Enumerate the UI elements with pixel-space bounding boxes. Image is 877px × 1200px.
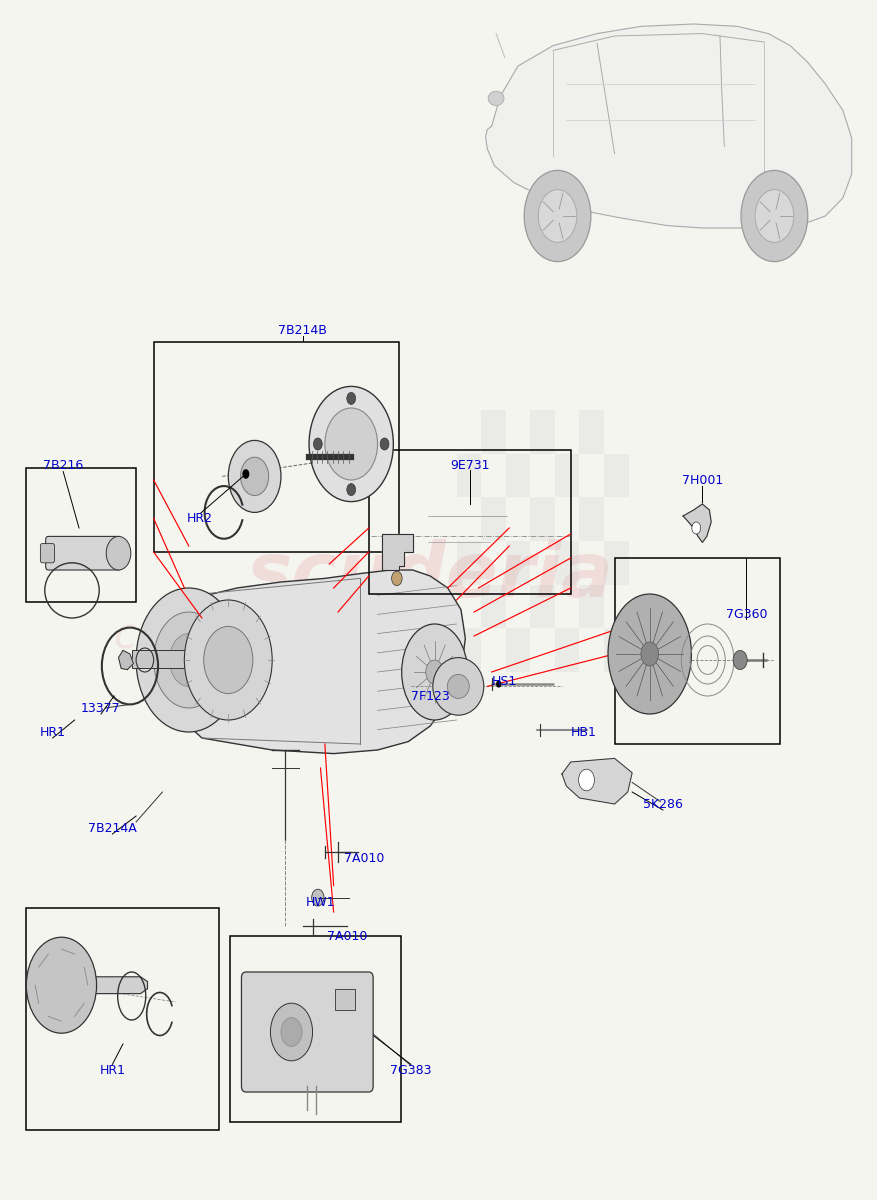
Circle shape <box>754 190 793 242</box>
Circle shape <box>106 536 131 570</box>
FancyBboxPatch shape <box>241 972 373 1092</box>
Text: 7G383: 7G383 <box>389 1064 431 1076</box>
Bar <box>530 410 554 454</box>
Bar <box>603 629 628 672</box>
Circle shape <box>391 571 402 586</box>
Bar <box>481 584 505 629</box>
Bar <box>554 629 579 672</box>
Bar <box>230 936 401 1122</box>
Bar <box>153 342 399 552</box>
Text: HW1: HW1 <box>305 896 335 908</box>
Circle shape <box>169 634 208 686</box>
Circle shape <box>270 1003 312 1061</box>
Text: 7B216: 7B216 <box>43 460 83 472</box>
Circle shape <box>740 170 807 262</box>
Bar <box>614 558 779 744</box>
Polygon shape <box>162 570 465 754</box>
Text: 7A010: 7A010 <box>326 930 367 942</box>
Bar <box>579 584 603 629</box>
FancyBboxPatch shape <box>46 536 121 570</box>
Bar <box>456 454 481 497</box>
Text: car  parts: car parts <box>114 614 313 658</box>
Circle shape <box>203 626 253 694</box>
Text: 7B214A: 7B214A <box>88 822 137 834</box>
Bar <box>530 584 554 629</box>
Text: 7H001: 7H001 <box>681 474 722 486</box>
Bar <box>505 629 530 672</box>
Text: scuderia: scuderia <box>246 539 612 613</box>
Bar <box>481 410 505 454</box>
Circle shape <box>309 386 393 502</box>
Ellipse shape <box>607 594 691 714</box>
Text: HS1: HS1 <box>492 676 517 688</box>
Bar <box>505 454 530 497</box>
Circle shape <box>136 588 241 732</box>
Bar <box>26 468 136 602</box>
FancyBboxPatch shape <box>40 544 54 563</box>
Bar <box>26 908 219 1130</box>
Bar <box>579 410 603 454</box>
Circle shape <box>281 1018 302 1046</box>
Circle shape <box>496 680 501 688</box>
Circle shape <box>311 889 324 906</box>
Ellipse shape <box>432 658 483 715</box>
Ellipse shape <box>488 91 503 106</box>
Polygon shape <box>37 977 147 994</box>
Text: 5K286: 5K286 <box>642 798 682 810</box>
Circle shape <box>346 392 355 404</box>
Text: 7F123: 7F123 <box>410 690 449 702</box>
Text: 9E731: 9E731 <box>450 460 488 472</box>
Bar <box>132 650 189 668</box>
Circle shape <box>425 660 443 684</box>
Text: HB1: HB1 <box>570 726 596 738</box>
Text: 7B214B: 7B214B <box>278 324 327 336</box>
Bar <box>579 497 603 541</box>
Ellipse shape <box>446 674 469 698</box>
Circle shape <box>578 769 594 791</box>
Circle shape <box>240 457 268 496</box>
Circle shape <box>184 600 272 720</box>
Polygon shape <box>118 650 133 670</box>
Ellipse shape <box>402 624 467 720</box>
Circle shape <box>26 937 96 1033</box>
Polygon shape <box>381 534 412 570</box>
Bar <box>456 629 481 672</box>
Circle shape <box>242 469 249 479</box>
Circle shape <box>524 170 590 262</box>
Bar <box>554 454 579 497</box>
Text: 7A010: 7A010 <box>344 852 384 864</box>
Circle shape <box>538 190 576 242</box>
Circle shape <box>346 484 355 496</box>
Bar <box>554 541 579 584</box>
Circle shape <box>691 522 700 534</box>
Circle shape <box>640 642 658 666</box>
Text: HR1: HR1 <box>39 726 66 738</box>
Bar <box>603 541 628 584</box>
Circle shape <box>732 650 746 670</box>
Circle shape <box>228 440 281 512</box>
Text: HR1: HR1 <box>99 1064 125 1076</box>
Circle shape <box>153 612 224 708</box>
Bar <box>530 497 554 541</box>
Circle shape <box>380 438 389 450</box>
Polygon shape <box>682 504 710 542</box>
Circle shape <box>313 438 322 450</box>
Circle shape <box>324 408 377 480</box>
Bar <box>368 450 570 594</box>
Text: HR2: HR2 <box>187 512 213 524</box>
Bar <box>335 989 354 1010</box>
Bar <box>505 541 530 584</box>
Text: 7G360: 7G360 <box>724 608 766 620</box>
Bar <box>456 541 481 584</box>
Polygon shape <box>561 758 631 804</box>
Bar <box>481 497 505 541</box>
Bar <box>603 454 628 497</box>
Polygon shape <box>485 24 851 228</box>
Text: 13377: 13377 <box>81 702 121 714</box>
